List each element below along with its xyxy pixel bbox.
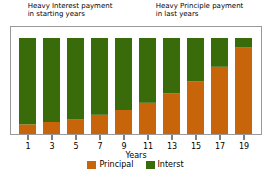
svg-text:5: 5: [73, 142, 78, 151]
svg-text:7: 7: [97, 142, 102, 151]
svg-text:11: 11: [142, 142, 154, 152]
html-text:Principal: Principal: [99, 160, 134, 169]
svg-text:13: 13: [167, 142, 177, 151]
html-text:Heavy Interest payment in star: Heavy Interest payment in starting years: [27, 2, 113, 18]
svg-text:9: 9: [121, 142, 127, 152]
html-text:Heavy Principle payment in las: Heavy Principle payment in last years: [155, 2, 244, 18]
svg-text:1: 1: [25, 142, 30, 151]
svg-text:17: 17: [215, 142, 225, 151]
svg-text:15: 15: [191, 142, 201, 151]
svg-text:3: 3: [49, 142, 54, 151]
html-text:Interst: Interst: [157, 160, 184, 169]
svg-text:Years: Years: [124, 151, 146, 160]
svg-text:19: 19: [239, 142, 249, 151]
